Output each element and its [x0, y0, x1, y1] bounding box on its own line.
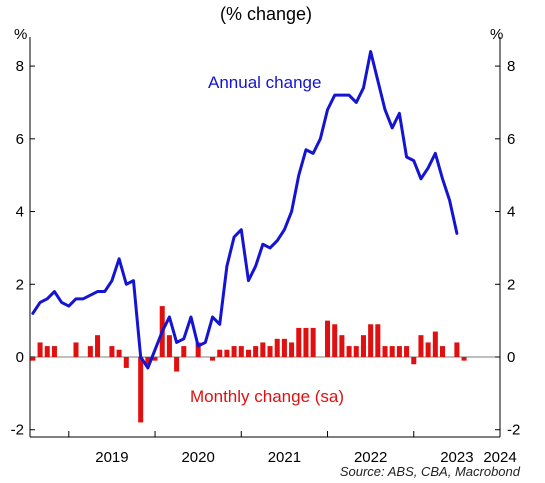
monthly-change-bar	[454, 342, 460, 357]
y-tick-label-right: 8	[507, 58, 515, 75]
monthly-change-bar	[87, 346, 93, 357]
right-unit-label: %	[490, 26, 503, 43]
monthly-change-bar	[260, 342, 266, 357]
monthly-change-bar	[109, 346, 115, 357]
y-tick-label-left: 6	[16, 131, 24, 148]
monthly-change-bar	[44, 346, 50, 357]
monthly-change-bar	[432, 331, 438, 357]
monthly-change-bar	[346, 346, 352, 357]
y-tick-label-right: 4	[507, 204, 515, 221]
monthly-change-bar	[289, 342, 295, 357]
monthly-change-bar	[296, 327, 302, 357]
monthly-change-bar	[37, 342, 43, 357]
monthly-change-bar	[425, 342, 431, 357]
monthly-change-bar	[339, 335, 345, 357]
y-tick-label-left: 2	[16, 276, 24, 293]
monthly-change-bar	[231, 346, 237, 357]
monthly-change-bar	[439, 346, 446, 357]
monthly-change-bar	[353, 346, 359, 357]
monthly-change-bar	[145, 357, 151, 365]
monthly-change-bar	[332, 324, 338, 357]
monthly-change-bar	[368, 324, 374, 357]
monthly-change-bar	[174, 357, 180, 372]
plot-area: -2 -2 0 0 2 2 4 4 6 6 8 8 2019 2020 2021 2022 2023 2024	[11, 37, 520, 466]
monthly-change-bar	[253, 346, 259, 357]
monthly-change-bar	[245, 349, 251, 357]
y-tick-label-left: 8	[16, 58, 24, 75]
y-tick-label-left: -2	[11, 422, 24, 439]
y-tick-label-left: 4	[16, 204, 24, 221]
monthly-change-bar	[238, 346, 244, 357]
monthly-change-bar	[389, 346, 395, 357]
monthly-change-bar	[310, 327, 316, 357]
monthly-change-bar	[382, 346, 388, 357]
monthly-change-bar	[267, 346, 273, 357]
monthly-change-bar	[181, 346, 187, 357]
monthly-change-bar	[210, 357, 216, 361]
monthly-change-bar	[461, 357, 467, 361]
annotation-monthly-change: Monthly change (sa)	[190, 387, 344, 406]
monthly-change-bar	[95, 335, 101, 357]
annotation-annual-change: Annual change	[208, 73, 321, 92]
monthly-change-bar	[303, 327, 309, 357]
x-tick-label: 2020	[181, 449, 214, 466]
monthly-change-bar	[396, 346, 402, 357]
annual-change-line	[31, 50, 459, 370]
monthly-change-bar	[224, 349, 230, 357]
monthly-change-bar	[116, 349, 122, 357]
monthly-change-bar	[138, 357, 144, 423]
y-tick-label-right: 6	[507, 131, 515, 148]
monthly-change-bar	[404, 346, 410, 357]
monthly-change-bar	[411, 357, 417, 365]
left-unit-label: %	[14, 26, 27, 43]
monthly-change-bar	[281, 338, 287, 357]
monthly-change-bar	[30, 357, 36, 361]
y-tick-label-right: -2	[507, 422, 520, 439]
monthly-change-bar	[217, 349, 223, 357]
monthly-change-bar	[375, 324, 381, 357]
y-tick-label-right: 0	[507, 349, 515, 366]
monthly-change-bar	[166, 335, 172, 357]
y-tick-label-right: 2	[507, 276, 515, 293]
monthly-change-bar	[418, 335, 424, 357]
monthly-change-bar	[123, 357, 129, 368]
monthly-change-bar	[325, 320, 331, 357]
monthly-change-bar	[360, 335, 366, 357]
x-tick-label: 2023	[440, 449, 473, 466]
chart-title: (% change)	[220, 4, 312, 24]
monthly-change-bar	[195, 342, 201, 357]
monthly-change-bar	[152, 357, 158, 361]
x-tick-label: 2021	[268, 449, 301, 466]
x-tick-label: 2019	[95, 449, 128, 466]
monthly-change-bar	[73, 342, 79, 357]
monthly-change-bar	[274, 338, 280, 357]
x-tick-label: 2022	[354, 449, 387, 466]
monthly-change-bar	[51, 346, 57, 357]
source-note: Source: ABS, CBA, Macrobond	[340, 464, 521, 479]
x-tick-label: 2024	[483, 449, 516, 466]
y-tick-label-left: 0	[16, 349, 24, 366]
